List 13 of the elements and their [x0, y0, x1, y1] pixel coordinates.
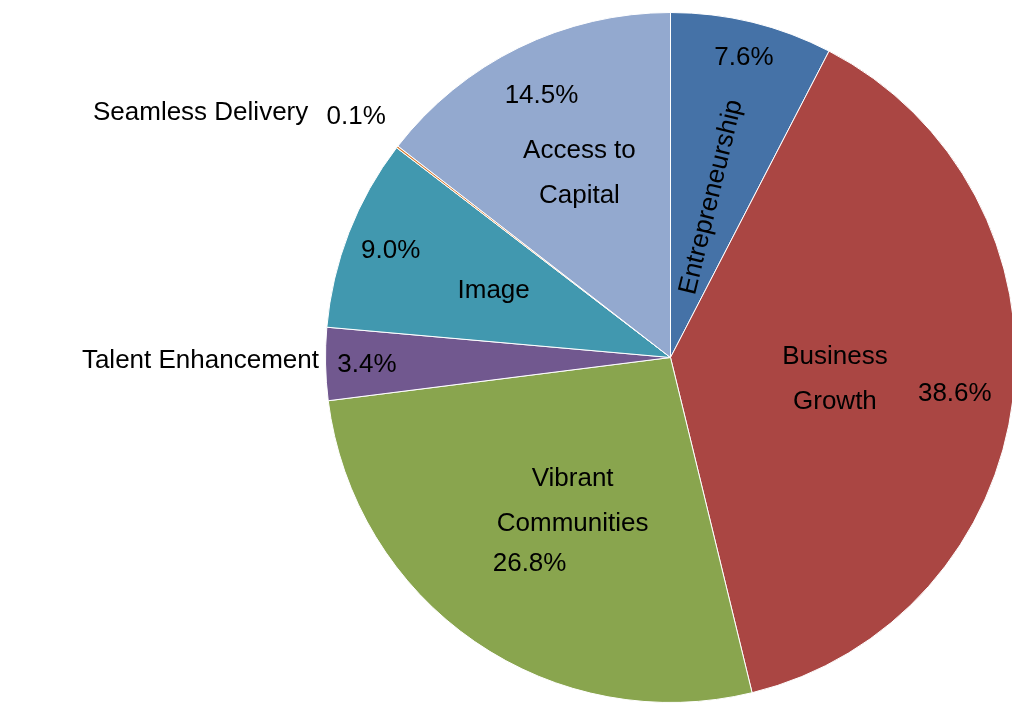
slice-label: Business Growth — [782, 339, 888, 415]
slice-label: Talent Enhancement — [81, 344, 320, 375]
data-label: 26.8% — [492, 547, 567, 578]
slice-label: Vibrant Communities — [496, 462, 649, 538]
slice-label: Image — [457, 273, 530, 304]
data-label: 38.6% — [917, 376, 992, 407]
data-label: 3.4% — [337, 348, 397, 379]
data-label: 0.1% — [326, 100, 386, 131]
slice-label: Seamless Delivery — [92, 96, 309, 127]
slice-label: Access to Capital — [523, 134, 636, 210]
data-label: 7.6% — [714, 40, 774, 71]
data-label: 14.5% — [504, 79, 579, 110]
data-label: 9.0% — [361, 233, 421, 264]
